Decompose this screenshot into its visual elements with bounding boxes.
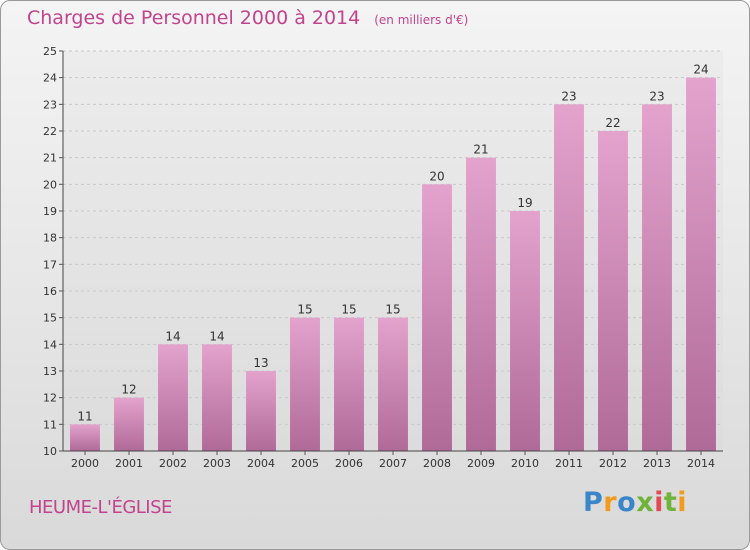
commune-name: HEUME-L'ÉGLISE — [29, 497, 172, 518]
x-tick-label-2008: 2008 — [423, 457, 451, 470]
x-tick-label-2001: 2001 — [115, 457, 143, 470]
logo-letter: i — [654, 487, 664, 518]
y-tick-label-19: 19 — [43, 205, 57, 218]
x-tick-label-2014: 2014 — [687, 457, 715, 470]
y-tick-label-16: 16 — [43, 285, 57, 298]
y-tick-label-17: 17 — [43, 258, 57, 271]
bar-2011 — [554, 104, 584, 451]
data-label-2014: 24 — [693, 63, 708, 77]
bar-2008 — [422, 184, 452, 452]
x-tick-label-2006: 2006 — [335, 457, 363, 470]
y-tick-label-22: 22 — [43, 125, 57, 138]
chart-title: Charges de Personnel 2000 à 2014 (en mill… — [27, 7, 468, 29]
chart-title-text: Charges de Personnel 2000 à 2014 — [27, 7, 361, 29]
bar-2009 — [466, 157, 496, 451]
data-label-2010: 19 — [517, 196, 532, 210]
x-tick-label-2007: 2007 — [379, 457, 407, 470]
y-tick-label-25: 25 — [43, 45, 57, 58]
bar-2010 — [510, 211, 540, 451]
x-tick-label-2004: 2004 — [247, 457, 275, 470]
data-label-2009: 21 — [473, 143, 488, 157]
y-tick-label-12: 12 — [43, 392, 57, 405]
bar-2007 — [378, 317, 408, 451]
data-label-2011: 23 — [561, 89, 576, 103]
bar-2013 — [642, 104, 672, 451]
data-label-2001: 12 — [121, 383, 136, 397]
x-tick-label-2000: 2000 — [71, 457, 99, 470]
bar-2000 — [70, 424, 100, 451]
y-tick-label-20: 20 — [43, 178, 57, 191]
bar-2003 — [202, 344, 232, 451]
bar-2012 — [598, 131, 628, 451]
proxiti-logo: Proxiti — [583, 487, 687, 518]
x-tick-label-2005: 2005 — [291, 457, 319, 470]
y-tick-label-24: 24 — [43, 72, 57, 85]
data-label-2008: 20 — [429, 169, 444, 183]
data-label-2003: 14 — [209, 329, 224, 343]
bar-2005 — [290, 317, 320, 451]
data-label-2006: 15 — [341, 303, 356, 317]
x-axis-ticks: 2000 2001 2002 2003 2004 2005 2006 2007 2008 2009… — [71, 451, 715, 470]
y-tick-label-23: 23 — [43, 98, 57, 111]
logo-letter: i — [677, 487, 688, 518]
x-tick-label-2013: 2013 — [643, 457, 671, 470]
x-tick-label-2011: 2011 — [555, 457, 583, 470]
data-label-2013: 23 — [649, 89, 664, 103]
logo-letter: x — [636, 487, 655, 518]
data-labels: 11 12 14 14 13 15 15 15 20 21 19 23 22 23 24 — [77, 63, 708, 424]
data-label-2012: 22 — [605, 116, 620, 130]
logo-letter: r — [603, 487, 618, 518]
data-label-2004: 13 — [253, 356, 268, 370]
y-tick-label-14: 14 — [43, 338, 57, 351]
y-tick-label-21: 21 — [43, 152, 57, 165]
chart-subtitle: (en milliers d'€) — [374, 13, 469, 27]
y-tick-label-15: 15 — [43, 312, 57, 325]
y-axis-ticks: 10 11 12 13 14 15 16 17 18 19 20 21 22 23 24 25 — [43, 45, 63, 458]
bar-2001 — [114, 397, 144, 451]
y-tick-label-10: 10 — [43, 445, 57, 458]
data-label-2007: 15 — [385, 303, 400, 317]
bar-series — [70, 77, 716, 452]
x-tick-label-2003: 2003 — [203, 457, 231, 470]
data-label-2000: 11 — [77, 409, 92, 423]
bar-2006 — [334, 317, 364, 451]
x-tick-label-2010: 2010 — [511, 457, 539, 470]
logo-letter: P — [583, 487, 604, 518]
x-tick-label-2009: 2009 — [467, 457, 495, 470]
logo-letter: o — [617, 487, 637, 518]
y-tick-label-18: 18 — [43, 232, 57, 245]
data-label-2002: 14 — [165, 329, 180, 343]
logo-letter: t — [663, 487, 678, 518]
y-tick-label-11: 11 — [43, 418, 57, 431]
x-tick-label-2002: 2002 — [159, 457, 187, 470]
data-label-2005: 15 — [297, 303, 312, 317]
bar-2002 — [158, 344, 188, 451]
y-tick-label-13: 13 — [43, 365, 57, 378]
bar-2004 — [246, 371, 276, 451]
bar-2014 — [686, 77, 716, 452]
x-tick-label-2012: 2012 — [599, 457, 627, 470]
